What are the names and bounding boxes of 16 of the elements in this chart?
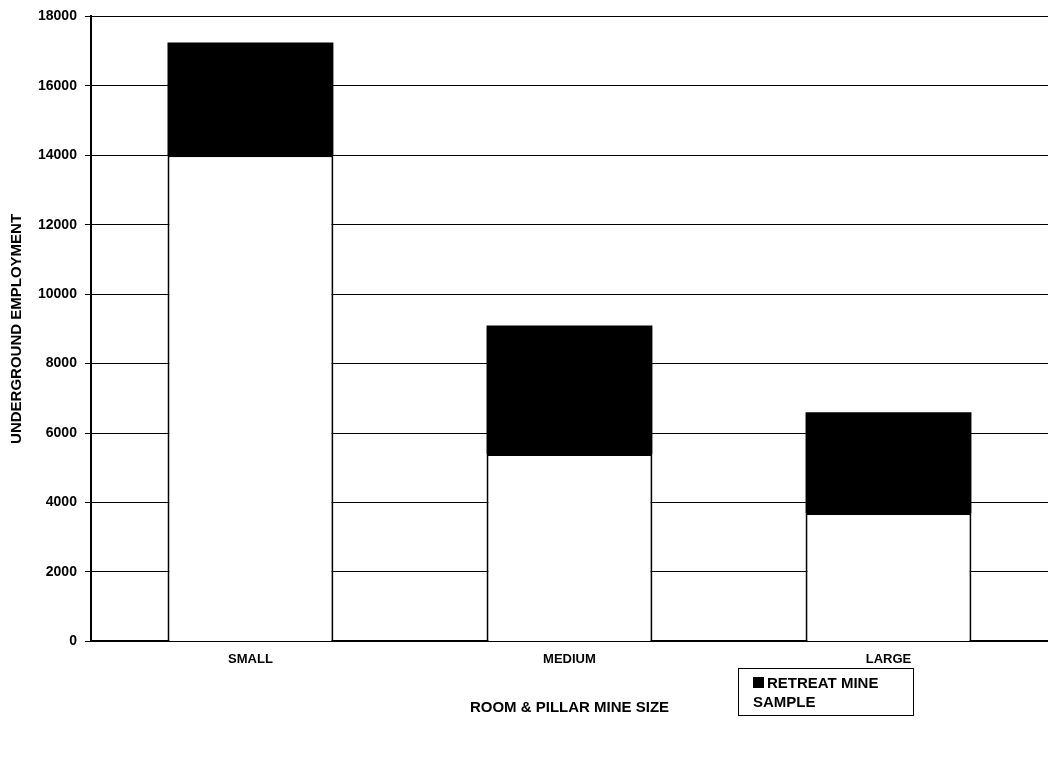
y-tick-label: 18000 xyxy=(37,7,78,24)
x-tick-label: MEDIUM xyxy=(543,650,596,666)
legend-label: RETREAT MINE SAMPLE xyxy=(753,673,880,711)
y-tick-label: 4000 xyxy=(45,493,78,510)
y-tick-label: 16000 xyxy=(37,76,78,93)
y-tick-label: 14000 xyxy=(37,146,78,163)
y-tick-label: 2000 xyxy=(45,562,78,579)
x-tick-label: SMALL xyxy=(228,650,273,666)
x-axis-title: ROOM & PILLAR MINE SIZE xyxy=(469,698,670,716)
y-tick-label: 0 xyxy=(69,632,78,649)
y-tick-label: 6000 xyxy=(45,423,78,440)
y-axis-title: UNDERGROUND EMPLOYMENT xyxy=(7,213,25,444)
y-tick-label: 8000 xyxy=(45,354,78,371)
y-tick-label: 10000 xyxy=(37,285,78,302)
x-tick-label: LARGE xyxy=(865,650,912,666)
y-tick-label: 12000 xyxy=(37,215,78,232)
